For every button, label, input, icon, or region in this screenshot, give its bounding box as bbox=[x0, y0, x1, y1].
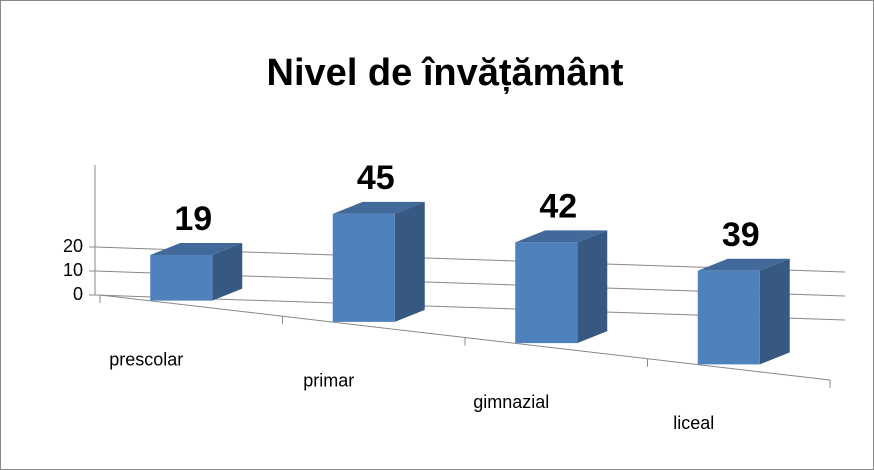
bar-top bbox=[332, 201, 425, 214]
bar-side bbox=[394, 201, 425, 322]
x-tick-label: gimnazial bbox=[473, 392, 549, 412]
bar bbox=[332, 201, 425, 322]
bar-front bbox=[150, 255, 213, 301]
bar-side bbox=[212, 243, 243, 301]
bar-top bbox=[515, 230, 608, 243]
bar-front bbox=[515, 242, 578, 344]
bar bbox=[150, 243, 243, 301]
y-tick-label: 10 bbox=[63, 260, 83, 280]
x-tick-label: prescolar bbox=[109, 349, 183, 369]
x-tick-label: liceal bbox=[673, 413, 714, 433]
bar-side bbox=[577, 230, 608, 344]
y-tick-label: 20 bbox=[63, 236, 83, 256]
x-tick-label: primar bbox=[303, 371, 354, 391]
data-label: 42 bbox=[539, 187, 577, 225]
bar-front bbox=[697, 270, 760, 365]
y-tick-label: 0 bbox=[73, 284, 83, 304]
bar-top bbox=[697, 258, 790, 271]
data-label: 39 bbox=[722, 216, 760, 254]
bar-side bbox=[759, 258, 790, 365]
chart-title: Nivel de învățământ bbox=[267, 52, 624, 94]
bar bbox=[697, 258, 790, 365]
data-label: 45 bbox=[357, 159, 395, 197]
bar-top bbox=[150, 243, 243, 256]
data-label: 19 bbox=[174, 200, 212, 238]
bar-front bbox=[332, 213, 395, 322]
bar bbox=[515, 230, 608, 344]
